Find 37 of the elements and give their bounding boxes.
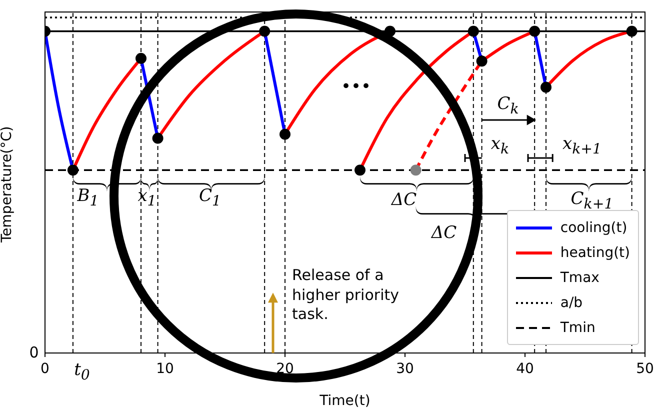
text: 0 [29,343,39,363]
point [152,132,164,144]
x-tick-label: 0 [40,361,50,377]
legend-label: cooling(t) [560,220,628,236]
point [354,164,366,176]
legend-label: heating(t) [560,244,630,260]
x-tick-label: 10 [156,361,174,377]
legend-label: Tmax [560,270,600,286]
point [626,26,638,37]
legend-label: Tmin [560,320,596,336]
point [476,56,488,67]
annotation: ••• [340,76,372,98]
point [67,164,78,176]
point [529,26,540,37]
annotation: ΔC [431,222,457,244]
x-tick-label: 20 [276,361,294,377]
annotation: C$_{1}$ [198,185,222,211]
x-tick-label: 30 [396,361,414,377]
point [280,128,290,140]
x-axis-title: Time(t) [318,393,370,409]
point [410,164,422,176]
x-tick-label: 50 [636,361,654,377]
annotation: B$_{1}$ [77,185,99,211]
legend-label: a/b [560,294,583,310]
text: t$_{0}$ [74,359,90,385]
annotation: x$_{k+1}$ [562,133,602,159]
annotation: C$_{k}$ [497,93,519,119]
x-tick-label: 40 [516,361,534,377]
point [468,26,479,37]
point [259,26,270,37]
annotation: x$_{k}$ [490,133,510,159]
point [136,52,146,64]
annotation: ΔC [391,188,417,212]
y-axis-title: Temperature(°C) [0,126,15,244]
point [540,82,552,93]
annotation: Release of a higher priority task. [292,266,400,324]
annotation: C$_{k+1}$ [570,188,614,214]
